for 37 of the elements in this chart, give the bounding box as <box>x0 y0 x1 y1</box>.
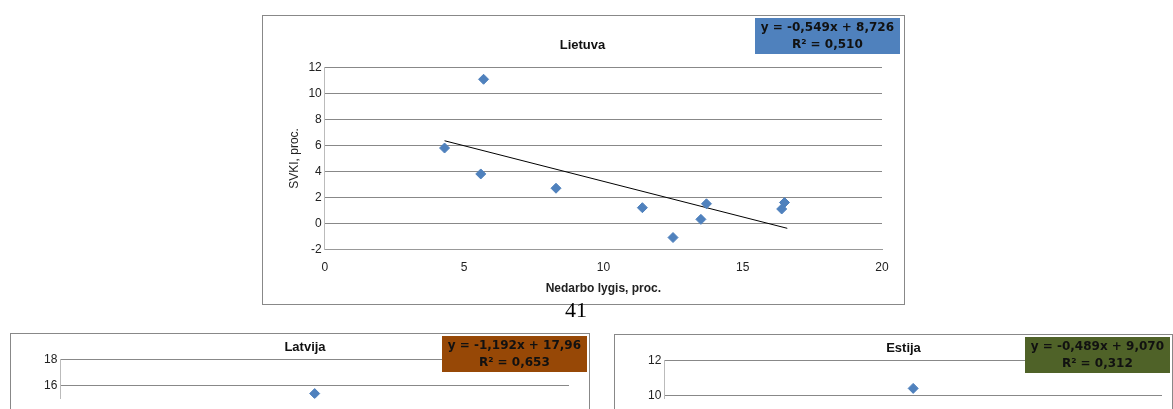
chart-title: Lietuva <box>559 37 607 53</box>
y-tick-label: 18 <box>43 351 58 366</box>
point <box>475 168 487 180</box>
y-tick-label: 12 <box>308 59 323 74</box>
annotation: R² = 0,312 <box>1060 355 1134 372</box>
y-tick-label: 4 <box>315 163 323 178</box>
text: y = -0,549x + 8,726 <box>760 19 894 36</box>
y-tick-label: 16 <box>43 378 58 393</box>
chart-title: Latvija <box>284 339 327 355</box>
text: R² = 0,510 <box>790 36 864 53</box>
annotation: R² = 0,653 <box>477 354 551 371</box>
y-tick-label: 0 <box>315 215 323 230</box>
text: y = -0,489x + 9,070 <box>1030 338 1164 355</box>
point <box>439 142 451 154</box>
y-tick-label: 10 <box>308 85 323 100</box>
point <box>776 203 788 215</box>
y-tick-label: -2 <box>311 241 323 256</box>
x-tick-label: 20 <box>875 259 889 274</box>
point <box>550 182 562 194</box>
point <box>667 232 679 244</box>
x-axis-title: Nedarbo lygis, proc. <box>545 281 662 296</box>
y-tick-label: 8 <box>315 111 323 126</box>
point <box>636 202 648 214</box>
y-tick-label: 12 <box>647 352 662 367</box>
chart-title: Estija <box>886 340 922 356</box>
text: y = -1,192x + 17,96 <box>447 337 581 354</box>
point <box>700 198 712 210</box>
x-tick-label: 10 <box>596 259 611 274</box>
point <box>778 197 790 208</box>
x-tick-label: 15 <box>736 259 750 274</box>
y-axis-title: SVKI, proc. <box>286 128 301 189</box>
point <box>478 73 490 85</box>
point <box>695 213 707 225</box>
x-tick-label: 5 <box>460 259 468 274</box>
y-tick-label: 2 <box>315 189 323 204</box>
text: 41 <box>565 297 587 323</box>
y-tick-label: 6 <box>315 137 323 152</box>
